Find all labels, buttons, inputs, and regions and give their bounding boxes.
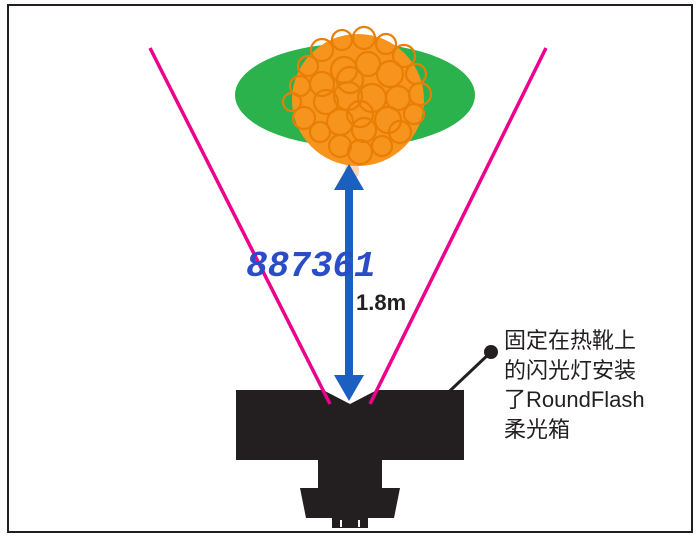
caption-line: 了RoundFlash	[504, 385, 645, 415]
caption-line: 柔光箱	[504, 415, 645, 445]
diagram-svg	[0, 0, 700, 537]
flash-caption: 固定在热靴上 的闪光灯安装 了RoundFlash 柔光箱	[504, 326, 645, 445]
distance-arrow	[334, 164, 364, 401]
caption-line: 的闪光灯安装	[504, 356, 645, 386]
caption-line: 固定在热靴上	[504, 326, 645, 356]
distance-label: 1.8m	[356, 290, 406, 316]
subject-group	[235, 27, 475, 180]
camera-silhouette	[236, 390, 464, 528]
